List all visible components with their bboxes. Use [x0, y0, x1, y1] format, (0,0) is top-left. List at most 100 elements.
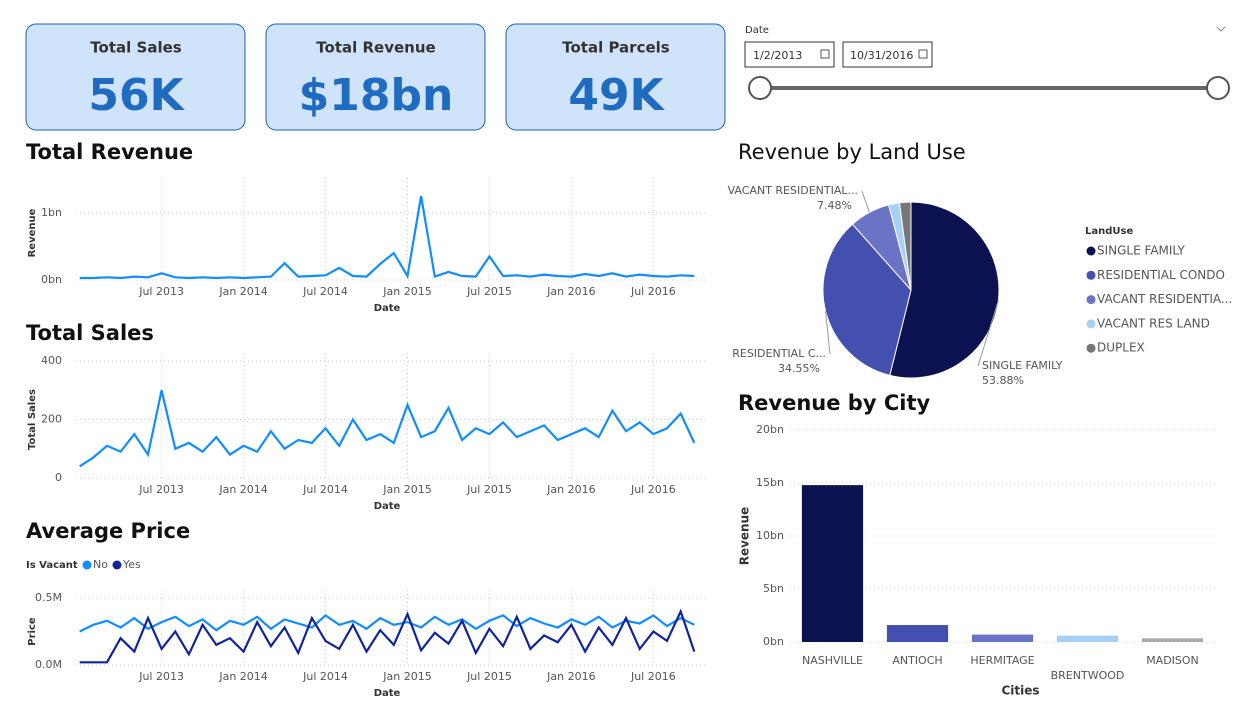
leader-line	[977, 300, 999, 367]
legend-label: No	[93, 558, 108, 571]
y-axis-title: Price	[27, 617, 38, 646]
slice-label: VACANT RESIDENTIAL...	[728, 184, 858, 197]
y-tick-label: 0	[55, 471, 62, 484]
legend-marker	[1086, 295, 1096, 305]
x-axis-title: Date	[374, 501, 401, 512]
x-axis-title: Date	[374, 688, 401, 699]
card: Total Revenue $18bn	[265, 23, 486, 131]
slice-value-label: 7.48%	[817, 199, 852, 212]
legend-marker	[1086, 319, 1096, 329]
chart-title: Revenue by City	[738, 391, 930, 415]
x-tick-label: Jul 2013	[138, 483, 184, 496]
card-value: 49K	[568, 70, 665, 121]
chart-title: Total Revenue	[26, 140, 193, 164]
x-tick-label: Jul 2013	[138, 670, 184, 683]
y-tick-label: 20bn	[756, 423, 784, 436]
x-tick-label: Jan 2015	[382, 670, 431, 683]
slice-label: RESIDENTIAL C...	[732, 347, 826, 360]
x-tick-label: Jul 2014	[302, 670, 348, 683]
x-tick-label: Jul 2015	[466, 483, 512, 496]
legend-label: RESIDENTIAL CONDO	[1097, 268, 1225, 282]
x-tick-label: Jan 2015	[382, 483, 431, 496]
legend-label: VACANT RES LAND	[1097, 316, 1210, 330]
y-axis-title: Total Sales	[27, 389, 38, 450]
x-tick-label: NASHVILLE	[802, 654, 863, 667]
date-slicer: Date 1/2/2013 10/31/2016	[744, 25, 1230, 100]
pie-slice	[898, 201, 912, 291]
card: Total Parcels 49K	[505, 23, 726, 131]
y-tick-label: 1bn	[41, 206, 62, 219]
chart-title: Average Price	[26, 519, 190, 543]
slice-label: SINGLE FAMILY	[982, 359, 1063, 372]
legend-marker	[82, 560, 92, 570]
chart-title: Revenue by Land Use	[738, 140, 966, 164]
line-series	[79, 195, 695, 280]
x-tick-label: BRENTWOOD	[1051, 669, 1125, 682]
y-tick-label: 200	[41, 413, 62, 426]
card: Total Sales 56K	[25, 23, 246, 131]
legend-label: SINGLE FAMILY	[1097, 244, 1186, 258]
calendar-icon[interactable]	[918, 49, 928, 59]
leader-line	[861, 190, 870, 213]
x-tick-label: ANTIOCH	[892, 654, 942, 667]
card-title: Total Revenue	[316, 39, 435, 57]
slider-handle[interactable]	[748, 76, 772, 100]
y-axis-title: Revenue	[738, 507, 752, 566]
date-input[interactable]	[744, 41, 835, 68]
card-value: $18bn	[299, 70, 454, 121]
x-tick-label: HERMITAGE	[970, 654, 1034, 667]
x-tick-label: MADISON	[1146, 654, 1199, 667]
date-input[interactable]	[842, 41, 933, 68]
y-tick-label: 10bn	[756, 529, 784, 542]
y-tick-label: 15bn	[756, 476, 784, 489]
leader-line	[825, 311, 831, 355]
card-value: 56K	[88, 70, 185, 121]
y-tick-label: 400	[41, 354, 62, 367]
legend-title: LandUse	[1085, 226, 1133, 237]
card-title: Total Sales	[90, 39, 181, 57]
y-axis-title: Revenue	[27, 208, 38, 257]
x-axis-title: Cities	[1001, 684, 1039, 698]
card-box	[25, 23, 246, 131]
legend-label: VACANT RESIDENTIA...	[1097, 292, 1232, 306]
y-tick-label: 0bn	[763, 635, 784, 648]
x-tick-label: Jan 2016	[546, 670, 595, 683]
legend-title: Is Vacant	[26, 560, 78, 571]
slider-handle[interactable]	[1206, 76, 1230, 100]
card-box	[505, 23, 726, 131]
calendar-icon[interactable]	[820, 49, 830, 59]
legend-label: DUPLEX	[1097, 341, 1145, 355]
chart-title: Total Sales	[26, 321, 154, 345]
pie-slice	[822, 223, 912, 377]
legend-marker	[1086, 246, 1096, 256]
slicer-label: Date	[745, 25, 769, 36]
x-tick-label: Jan 2014	[218, 670, 267, 683]
bar	[1141, 638, 1204, 642]
y-tick-label: 0bn	[41, 273, 62, 286]
x-tick-label: Jul 2014	[302, 285, 348, 298]
x-tick-label: Jan 2014	[218, 483, 267, 496]
y-tick-label: 0.0M	[35, 658, 62, 671]
start-date: 1/2/2013	[753, 49, 802, 62]
x-tick-label: Jan 2015	[382, 285, 431, 298]
card-title: Total Parcels	[562, 39, 670, 57]
x-tick-label: Jul 2016	[630, 483, 676, 496]
x-tick-label: Jul 2013	[138, 285, 184, 298]
x-tick-label: Jul 2014	[302, 483, 348, 496]
card-box	[265, 23, 486, 131]
legend-marker	[112, 560, 122, 570]
x-tick-label: Jan 2016	[546, 285, 595, 298]
line-series	[79, 390, 696, 468]
slice-value-label: 34.55%	[778, 362, 820, 375]
legend-marker	[1086, 343, 1096, 353]
x-tick-label: Jul 2016	[630, 285, 676, 298]
x-tick-label: Jul 2015	[466, 285, 512, 298]
legend-label: Yes	[122, 558, 141, 571]
slice-value-label: 53.88%	[982, 374, 1024, 387]
line-series	[79, 608, 696, 664]
end-date: 10/31/2016	[850, 49, 913, 62]
chevron[interactable]	[1216, 26, 1226, 32]
bar	[886, 625, 949, 642]
legend-marker	[1086, 270, 1096, 280]
